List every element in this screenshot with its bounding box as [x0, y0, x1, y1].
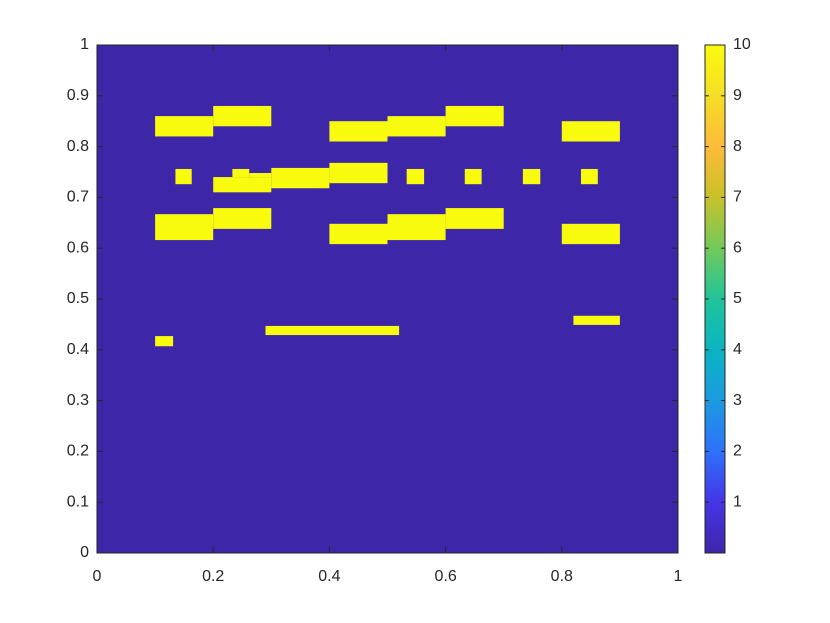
- heatmap-cell: [155, 116, 214, 137]
- y-tick-label: 0.2: [67, 443, 89, 460]
- y-tick-label: 0.6: [67, 239, 89, 256]
- colorbar-tick-label: 5: [733, 290, 742, 307]
- colorbar-tick-label: 8: [733, 138, 742, 155]
- heatmap-cell: [175, 168, 192, 185]
- y-tick-label: 0.8: [67, 138, 89, 155]
- heatmap-cell: [329, 223, 388, 245]
- colorbar-tick-label: 10: [733, 36, 751, 53]
- y-tick-label: 0.1: [67, 493, 89, 510]
- heatmap-cell: [464, 168, 482, 185]
- x-tick-label: 1: [674, 568, 683, 585]
- heatmap-cell: [522, 168, 541, 185]
- colorbar-tick-label: 3: [733, 392, 742, 409]
- heatmap-cell: [213, 177, 272, 193]
- heatmap-cell: [561, 223, 620, 245]
- heatmap-cell: [265, 325, 400, 336]
- colorbar-tick-label: 2: [733, 443, 742, 460]
- heatmap-cell: [271, 167, 330, 189]
- y-tick-label: 0.3: [67, 392, 89, 409]
- heatmap-cell: [580, 168, 598, 185]
- heatmap-cell: [329, 121, 388, 142]
- x-tick-label: 0.4: [318, 568, 340, 585]
- heatmap-cell: [213, 105, 272, 127]
- heatmap-cell: [155, 336, 174, 347]
- heatmap-cell: [155, 214, 214, 241]
- y-tick-label: 0.4: [67, 341, 89, 358]
- y-tick-label: 0.9: [67, 87, 89, 104]
- x-tick-label: 0.8: [551, 568, 573, 585]
- y-tick-label: 1: [80, 36, 89, 53]
- colorbar-tick-label: 1: [733, 493, 742, 510]
- colorbar-tick-label: 9: [733, 87, 742, 104]
- heatmap-cell: [249, 173, 272, 178]
- heatmap-cell: [561, 121, 620, 142]
- heatmap-cell: [232, 168, 250, 178]
- heatmap-cell: [387, 214, 446, 241]
- heatmap-cell: [573, 315, 620, 325]
- y-tick-label: 0: [80, 544, 89, 561]
- heatmap-cell: [329, 162, 388, 184]
- y-tick-label: 0.7: [67, 189, 89, 206]
- x-tick-label: 0.6: [434, 568, 456, 585]
- colorbar-tick-label: 7: [733, 189, 742, 206]
- heatmap-cell: [387, 116, 446, 137]
- heatmap-cell: [406, 168, 425, 185]
- heatmap-cell: [445, 208, 504, 229]
- x-tick-label: 0: [93, 568, 102, 585]
- x-tick-label: 0.2: [202, 568, 224, 585]
- heatmap-cell: [445, 105, 504, 127]
- heatmap-cell: [213, 208, 272, 229]
- y-tick-label: 0.5: [67, 290, 89, 307]
- colorbar-tick-label: 6: [733, 239, 742, 256]
- colorbar-tick-label: 4: [733, 341, 742, 358]
